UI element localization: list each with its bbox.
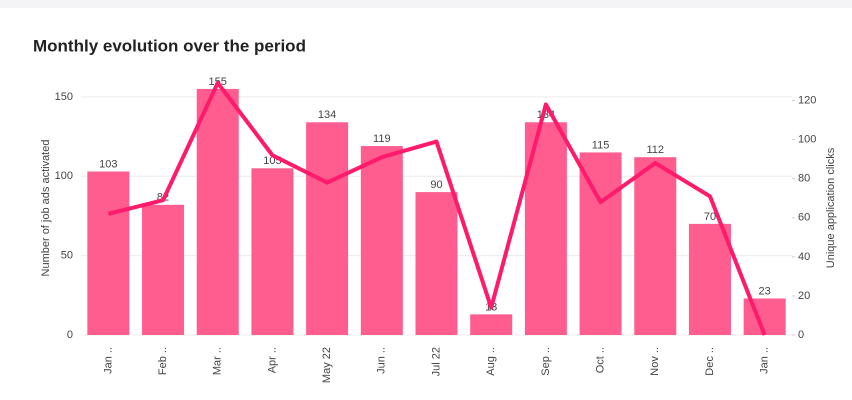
data-label: 134 (318, 109, 336, 121)
bar (251, 168, 294, 335)
bar (634, 157, 677, 335)
x-tick-label: Oct .. (594, 347, 606, 373)
x-tick-label: Mar .. (212, 347, 224, 375)
data-label: 119 (373, 133, 391, 145)
x-tick-label: Jan .. (102, 347, 114, 374)
x-tick-label: Sep .. (540, 347, 552, 376)
y2-tick-label: 60 (798, 212, 810, 224)
data-label: 115 (592, 139, 610, 151)
data-label: 103 (99, 158, 117, 170)
x-tick-label: Jun .. (376, 347, 388, 374)
bar (579, 152, 622, 335)
data-label: 90 (430, 179, 442, 191)
bar (360, 146, 403, 335)
x-tick-label: Jul 22 (430, 347, 442, 376)
data-label: 70 (704, 211, 716, 223)
bar (87, 171, 130, 335)
bar (142, 204, 185, 335)
x-tick-label: Aug .. (485, 347, 497, 376)
bar (688, 223, 731, 335)
y2-tick-label: 120 (798, 94, 816, 106)
x-tick-label: May 22 (321, 347, 333, 383)
y2-tick-label: 100 (798, 134, 816, 146)
y-tick-label: 0 (67, 329, 73, 341)
x-tick-label: Jan .. (759, 347, 771, 374)
y2-tick-label: 20 (798, 290, 810, 302)
bar (743, 298, 786, 335)
y2-tick-label: 0 (798, 329, 804, 341)
x-tick-label: Dec .. (704, 347, 716, 376)
y-tick-label: 150 (55, 91, 73, 103)
y-tick-label: 100 (55, 170, 73, 182)
chart-title: Monthly evolution over the period (33, 36, 306, 55)
bar (470, 314, 513, 335)
bar (415, 192, 458, 335)
x-tick-label: Apr .. (266, 347, 278, 373)
y2-axis-label: Unique application clicks (825, 147, 837, 268)
y2-tick-label: 80 (798, 173, 810, 185)
data-label: 112 (646, 144, 664, 156)
bar (196, 88, 239, 335)
x-tick-label: Feb .. (157, 347, 169, 375)
y2-tick-label: 40 (798, 251, 810, 263)
data-label: 23 (759, 285, 771, 297)
bar (306, 122, 349, 336)
line (107, 80, 767, 336)
x-tick-label: Nov .. (649, 347, 661, 376)
y-axis-label: Number of job ads activated (40, 140, 52, 277)
y-tick-label: 50 (61, 250, 73, 262)
